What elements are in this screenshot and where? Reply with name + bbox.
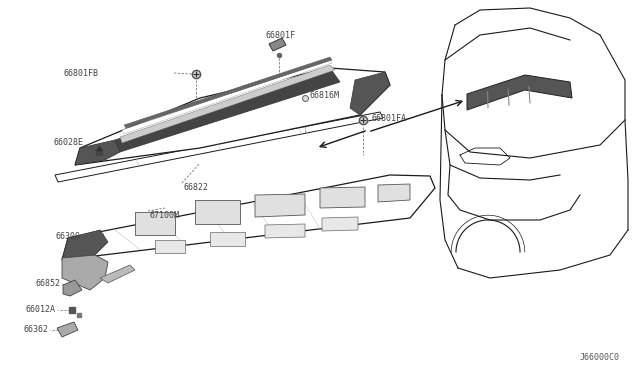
Polygon shape [124, 57, 332, 128]
Text: 66801FB: 66801FB [63, 68, 98, 77]
Text: 66012A: 66012A [26, 305, 56, 314]
Polygon shape [135, 212, 175, 235]
Polygon shape [350, 72, 390, 115]
Polygon shape [75, 140, 120, 165]
Polygon shape [115, 68, 340, 152]
Text: 67100M: 67100M [150, 211, 180, 219]
Polygon shape [57, 322, 78, 337]
Text: 66362: 66362 [23, 326, 48, 334]
Text: 66816M: 66816M [310, 90, 340, 99]
Text: 66028E: 66028E [54, 138, 84, 147]
Text: 66822: 66822 [183, 183, 208, 192]
Polygon shape [62, 230, 108, 260]
Polygon shape [265, 224, 305, 238]
Polygon shape [75, 68, 390, 165]
Polygon shape [63, 280, 82, 296]
Polygon shape [120, 65, 335, 143]
Polygon shape [269, 38, 286, 51]
Polygon shape [55, 112, 383, 182]
Polygon shape [320, 187, 365, 208]
Text: 66852: 66852 [35, 279, 60, 288]
Polygon shape [62, 175, 435, 260]
Polygon shape [155, 240, 185, 253]
Text: 66300: 66300 [55, 231, 80, 241]
Text: 66801F: 66801F [265, 31, 295, 39]
Polygon shape [122, 60, 332, 134]
Polygon shape [195, 200, 240, 224]
Polygon shape [378, 184, 410, 202]
Polygon shape [100, 265, 135, 283]
Polygon shape [467, 75, 572, 110]
Polygon shape [62, 255, 108, 290]
Polygon shape [255, 194, 305, 217]
Polygon shape [210, 232, 245, 246]
Text: J66000C0: J66000C0 [580, 353, 620, 362]
Polygon shape [322, 217, 358, 231]
Text: 66801FA: 66801FA [372, 113, 407, 122]
